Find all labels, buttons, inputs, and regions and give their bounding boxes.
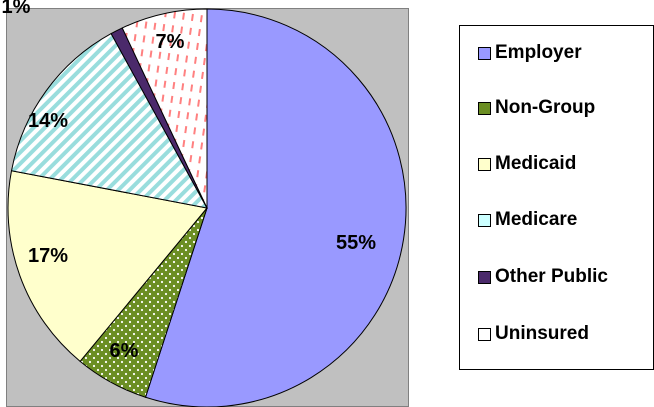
slice-label-uninsured: 7% [156, 31, 185, 53]
slice-label-employer: 55% [336, 232, 376, 254]
legend-label: Employer [495, 42, 582, 64]
legend: Employer Non-Group Medicaid Medicare Other P… [459, 25, 654, 370]
legend-swatch [478, 47, 491, 60]
legend-item-other-public: Other Public [478, 265, 608, 289]
legend-swatch [478, 214, 491, 227]
legend-item-employer: Employer [478, 41, 582, 65]
legend-swatch [478, 102, 491, 115]
legend-label: Medicare [495, 209, 577, 231]
legend-swatch [478, 328, 491, 341]
legend-item-non-group: Non-Group [478, 96, 595, 120]
slice-label-medicare: 14% [28, 110, 68, 132]
legend-swatch [478, 158, 491, 171]
legend-item-uninsured: Uninsured [478, 322, 589, 346]
slice-label-other-public: 1% [2, 0, 31, 18]
legend-label: Non-Group [495, 97, 595, 119]
legend-label: Medicaid [495, 153, 576, 175]
slice-label-medicaid: 17% [28, 245, 68, 267]
legend-label: Uninsured [495, 323, 589, 345]
slice-label-non-group: 6% [110, 340, 139, 362]
legend-item-medicaid: Medicaid [478, 152, 576, 176]
legend-label: Other Public [495, 266, 608, 288]
legend-swatch [478, 271, 491, 284]
legend-item-medicare: Medicare [478, 208, 577, 232]
